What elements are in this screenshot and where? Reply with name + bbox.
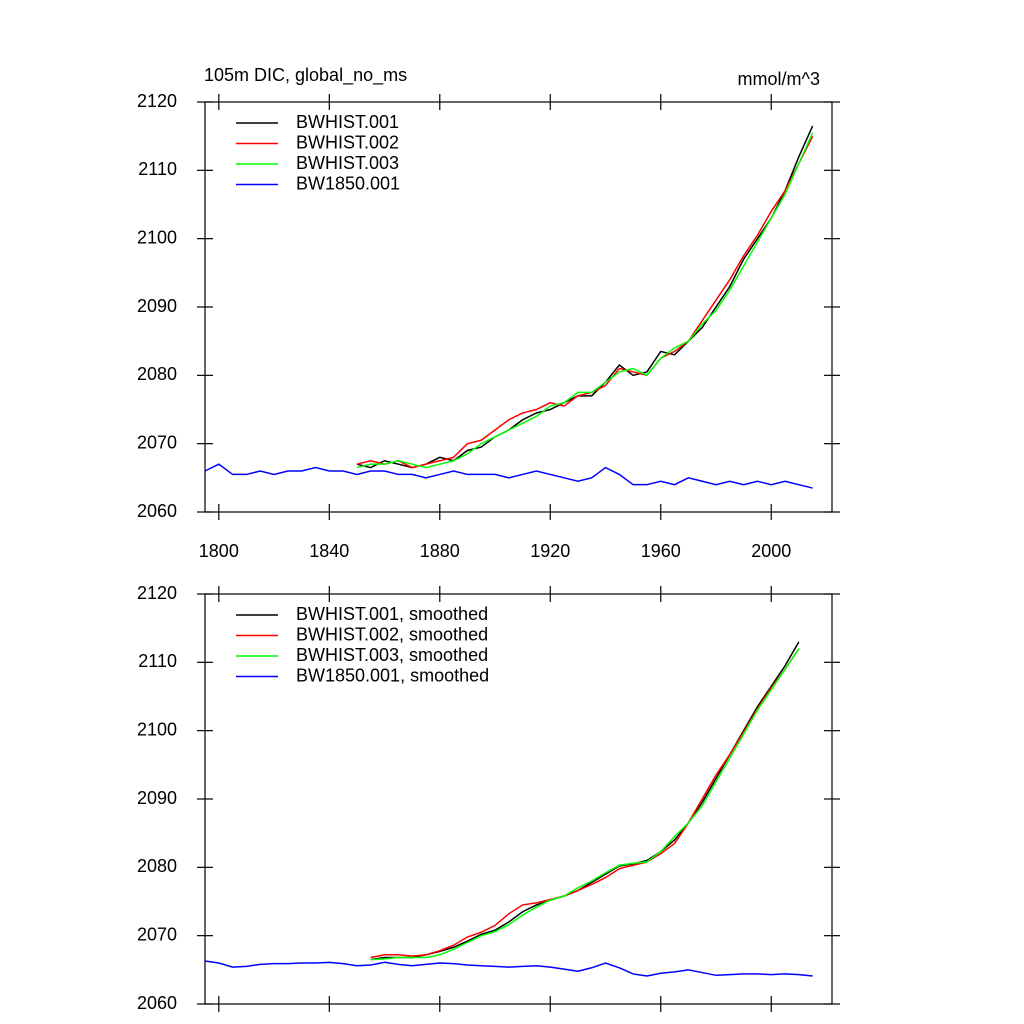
y-tick-label: 2070 (137, 924, 177, 944)
y-tick-label: 2090 (137, 296, 177, 316)
series-line (370, 641, 800, 961)
x-tick-label: 1920 (530, 541, 570, 561)
legend-label: BW1850.001 (296, 173, 400, 193)
units-label: mmol/m^3 (738, 69, 820, 89)
x-tick-label: 1880 (420, 541, 460, 561)
series-line (356, 132, 814, 469)
legend-label: BWHIST.002 (296, 132, 399, 152)
y-tick-label: 2100 (137, 719, 177, 739)
legend-label: BWHIST.003, smoothed (296, 645, 488, 665)
y-tick-label: 2100 (137, 227, 177, 247)
x-tick-label: 2000 (751, 541, 791, 561)
legend-label: BW1850.001, smoothed (296, 665, 489, 685)
y-tick-label: 2060 (137, 501, 177, 521)
x-tick-label: 1800 (199, 541, 239, 561)
series-line (204, 960, 813, 977)
y-tick-label: 2070 (137, 432, 177, 452)
y-tick-label: 2060 (137, 993, 177, 1013)
legend-label: BWHIST.001, smoothed (296, 604, 488, 624)
series-line (204, 463, 813, 489)
legend-label: BWHIST.002, smoothed (296, 624, 488, 644)
y-tick-label: 2120 (137, 583, 177, 603)
x-tick-label: 1960 (641, 541, 681, 561)
y-tick-label: 2080 (137, 856, 177, 876)
x-tick-label: 1840 (309, 541, 349, 561)
y-tick-label: 2110 (138, 651, 177, 671)
chart-title: 105m DIC, global_no_ms (204, 65, 407, 86)
y-tick-label: 2110 (138, 159, 177, 179)
series-line (356, 125, 814, 469)
series-line (370, 648, 800, 961)
y-tick-label: 2120 (137, 91, 177, 111)
y-tick-label: 2080 (137, 364, 177, 384)
legend-label: BWHIST.003 (296, 153, 399, 173)
series-line (356, 135, 814, 469)
y-tick-label: 2090 (137, 788, 177, 808)
legend-label: BWHIST.001 (296, 112, 399, 132)
series-line (370, 648, 800, 959)
